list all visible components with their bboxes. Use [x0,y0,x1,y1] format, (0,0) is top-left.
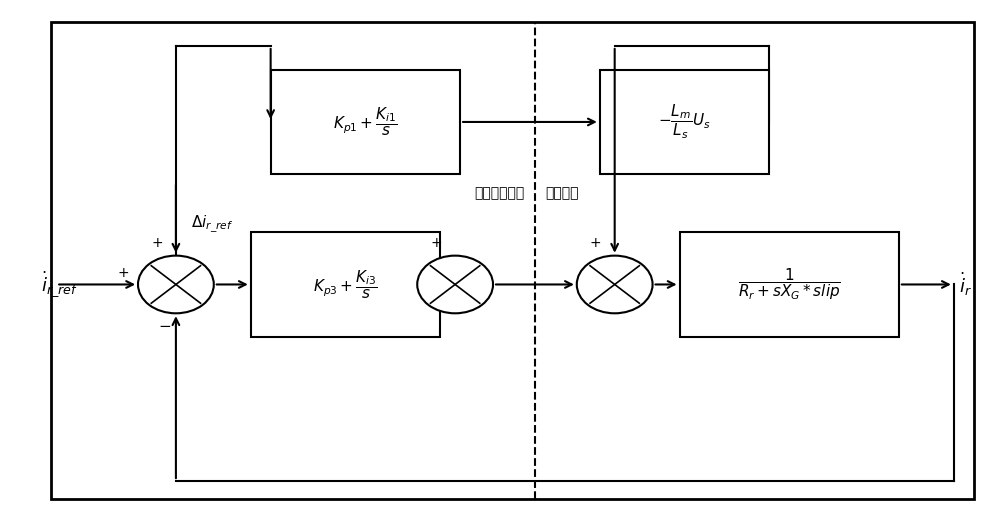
Text: $K_{p3}+\dfrac{K_{i3}}{s}$: $K_{p3}+\dfrac{K_{i3}}{s}$ [313,268,378,301]
Ellipse shape [417,256,493,313]
Text: $K_{p1}+\dfrac{K_{i1}}{s}$: $K_{p1}+\dfrac{K_{i1}}{s}$ [333,106,398,138]
Text: $\dot{i}_r$: $\dot{i}_r$ [959,271,972,298]
Bar [271,70,460,174]
Bar [680,232,899,337]
Text: $-\dfrac{L_m}{L_s}U_s$: $-\dfrac{L_m}{L_s}U_s$ [658,103,711,141]
Text: $\dfrac{1}{R_r+sX_G*slip}$: $\dfrac{1}{R_r+sX_G*slip}$ [738,267,841,302]
Text: −: − [158,318,171,334]
Text: $\dot{i}_{r\_ref}$: $\dot{i}_{r\_ref}$ [41,270,79,299]
Text: +: + [430,237,442,250]
Text: $\Delta i_{r\_ref}$: $\Delta i_{r\_ref}$ [191,213,233,235]
Text: 前馈补唇支路: 前馈补唇支路 [475,186,525,200]
Bar [600,70,769,174]
Text: 固有支路: 固有支路 [545,186,578,200]
Bar [251,232,440,337]
Text: +: + [117,266,129,280]
Ellipse shape [577,256,653,313]
Text: +: + [151,237,163,250]
Ellipse shape [138,256,214,313]
Text: +: + [590,237,602,250]
